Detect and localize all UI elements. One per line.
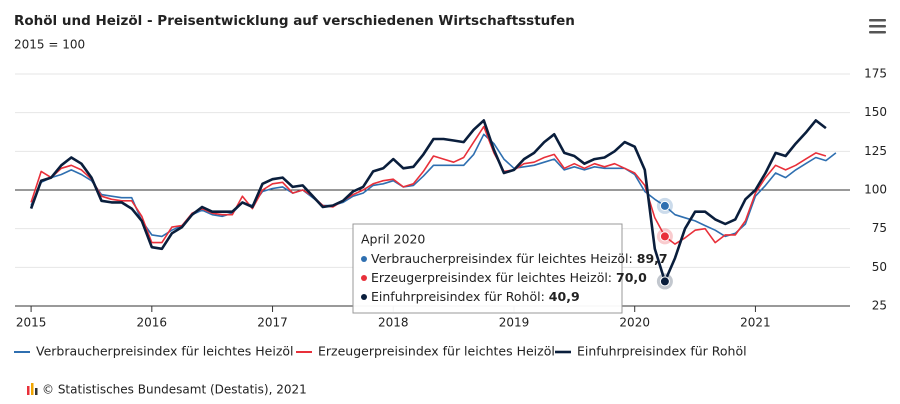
- tooltip: April 2020 Verbraucherpreisindex für leic…: [352, 223, 668, 314]
- tooltip-value: 89,7: [637, 251, 668, 266]
- x-tick-label: 2017: [257, 316, 288, 330]
- x-tick-label: 2019: [499, 316, 530, 330]
- series-line: [30, 133, 837, 238]
- tooltip-dot: [361, 275, 367, 281]
- x-tick-label: 2020: [619, 316, 650, 330]
- y-tick-label: 125: [864, 144, 887, 158]
- logo-bar: [35, 388, 38, 395]
- logo: [27, 383, 38, 395]
- chart-subtitle: 2015 = 100: [14, 38, 85, 52]
- y-tick-label: 25: [872, 299, 887, 313]
- y-tick-label: 75: [872, 221, 887, 235]
- tooltip-label: Verbraucherpreisindex für leichtes Heizö…: [371, 251, 633, 266]
- tooltip-title: April 2020: [361, 232, 425, 247]
- tooltip-label: Einfuhrpreisindex für Rohöl:: [371, 289, 545, 304]
- series-line: [30, 125, 827, 245]
- tooltip-dot: [361, 294, 367, 300]
- tooltip-box: [352, 223, 623, 314]
- logo-bar: [27, 386, 30, 395]
- tooltip-line: Erzeugerpreisindex für leichtes Heizöl: 7…: [371, 270, 647, 285]
- x-tick-label: 2016: [137, 316, 168, 330]
- tooltip-line: Verbraucherpreisindex für leichtes Heizö…: [371, 251, 668, 266]
- tooltip-dot: [361, 256, 367, 262]
- tooltip-label: Erzeugerpreisindex für leichtes Heizöl:: [371, 270, 612, 285]
- series-line: [29, 119, 827, 283]
- credits: © Statistisches Bundesamt (Destatis), 20…: [42, 383, 307, 397]
- hover-point: [659, 231, 670, 242]
- legend-label: Einfuhrpreisindex für Rohöl: [577, 344, 747, 359]
- x-tick-label: 2015: [16, 316, 47, 330]
- tooltip-value: 40,9: [549, 289, 580, 304]
- legend-label: Verbraucherpreisindex für leichtes Heizö…: [36, 344, 294, 359]
- menu-bar: [869, 25, 886, 28]
- tooltip-value: 70,0: [616, 270, 647, 285]
- tooltip-line: Einfuhrpreisindex für Rohöl: 40,9: [371, 289, 580, 304]
- menu-bar: [869, 31, 886, 34]
- y-tick-label: 175: [864, 67, 887, 81]
- chart-title: Rohöl und Heizöl - Preisentwicklung auf …: [14, 13, 575, 29]
- y-tick-label: 50: [872, 260, 887, 274]
- legend-label: Erzeugerpreisindex für leichtes Heizöl: [318, 344, 555, 359]
- hover-point: [659, 200, 670, 211]
- y-tick-label: 100: [864, 183, 887, 197]
- y-tick-label: 150: [864, 105, 887, 119]
- hover-point: [659, 276, 670, 287]
- x-tick-label: 2018: [378, 316, 409, 330]
- x-tick-label: 2021: [740, 316, 771, 330]
- menu-bar: [869, 19, 886, 22]
- logo-bar: [31, 383, 34, 395]
- menu-button[interactable]: [869, 19, 886, 34]
